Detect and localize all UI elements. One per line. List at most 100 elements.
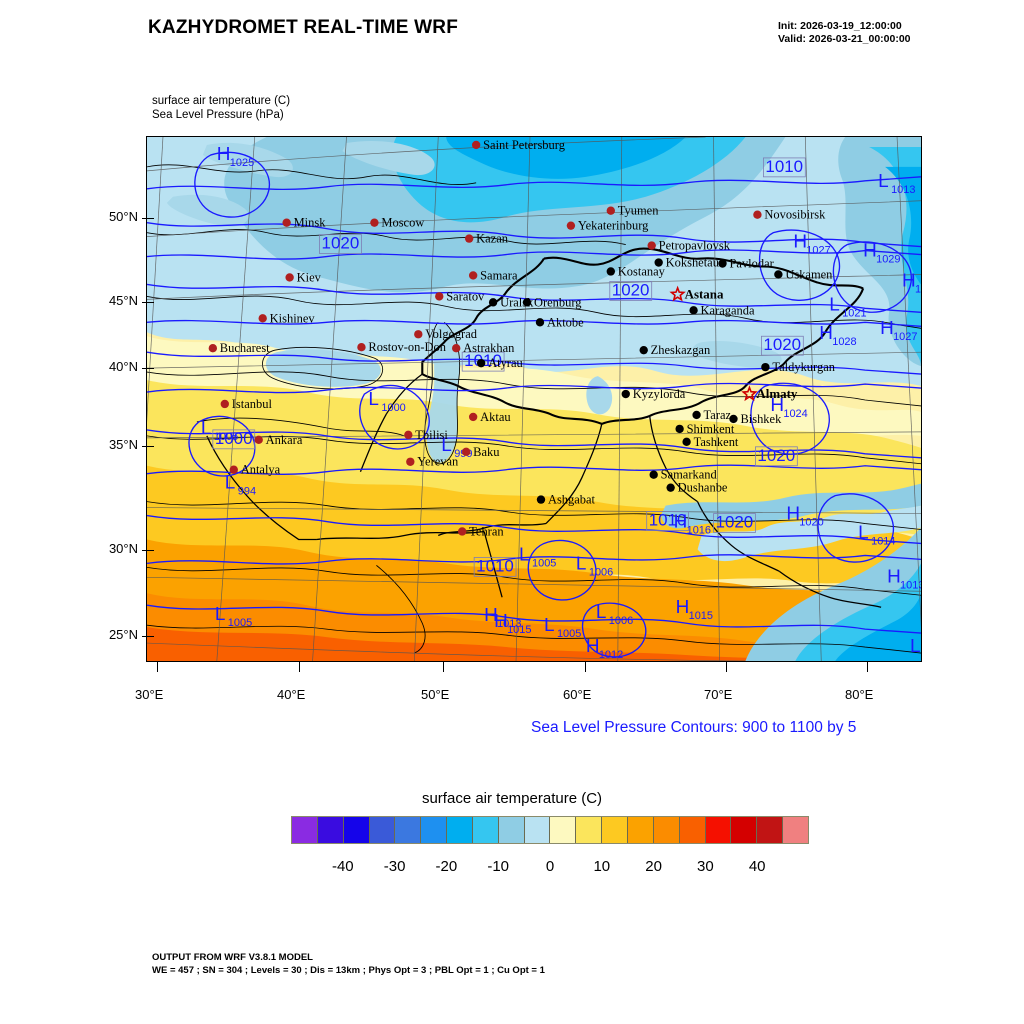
city-marker[interactable]: Novosibirsk [753, 208, 826, 222]
city-dot [753, 210, 762, 219]
city-label: Tashkent [694, 435, 739, 449]
pressure-center-value: 1006 [609, 615, 633, 627]
city-label: Istanbul [232, 397, 273, 411]
isobar-value: 1020 [322, 234, 360, 253]
city-marker[interactable]: Aktobe [535, 315, 584, 329]
capital-star-icon [741, 385, 758, 402]
city-marker[interactable]: Pavlodar [718, 257, 775, 271]
colorbar-swatch [421, 817, 448, 843]
city-marker[interactable]: Istanbul [220, 397, 273, 411]
city-label: Astrakhan [463, 341, 515, 355]
city-label: Kyzylorda [633, 387, 686, 401]
city-marker[interactable]: Baku [461, 445, 500, 459]
city-marker[interactable]: Karaganda [689, 303, 755, 317]
city-marker[interactable]: Moscow [370, 216, 424, 230]
city-dot [404, 430, 413, 440]
city-marker[interactable]: Antalya [229, 463, 281, 477]
city-marker[interactable]: Atyrau [476, 356, 524, 370]
isobar-value: 1020 [757, 446, 795, 465]
pressure-center-value: 1020 [799, 517, 823, 529]
city-marker[interactable]: Rostov-on-Don [357, 340, 447, 354]
pressure-center-letter: L [910, 636, 921, 657]
city-dot [621, 389, 630, 399]
city-marker[interactable]: Bucharest [208, 341, 271, 355]
city-dot [606, 267, 615, 276]
city-dot [464, 234, 474, 243]
forecast-map[interactable]: 1010102010201020101010001020101010201010… [146, 136, 922, 662]
pressure-center-letter: H [887, 566, 901, 587]
city-marker[interactable]: Saint Petersburg [471, 138, 565, 152]
city-marker[interactable]: Minsk [282, 216, 326, 230]
city-marker[interactable]: Ankara [254, 433, 303, 447]
city-dot [488, 298, 498, 307]
city-dot [761, 362, 770, 372]
colorbar-tick-label: -10 [487, 858, 510, 875]
city-marker[interactable]: Orenburg [522, 295, 582, 309]
city-marker[interactable]: Kishinev [258, 311, 316, 325]
city-marker[interactable]: Zheskazgan [639, 343, 711, 357]
city-label: Tbilisi [415, 428, 448, 442]
city-marker[interactable]: Tbilisi [404, 428, 448, 442]
isobar-value: 1020 [763, 335, 801, 354]
city-marker[interactable]: Samara [468, 268, 518, 282]
city-label: Antalya [241, 463, 281, 477]
footer-line-1: OUTPUT FROM WRF V3.8.1 MODEL [152, 952, 313, 963]
isobar-label: 1020 [319, 234, 362, 254]
city-marker[interactable]: Tashkent [682, 435, 739, 449]
city-marker[interactable]: Astana [669, 285, 724, 302]
city-label: Aktobe [547, 315, 584, 329]
city-label: Yerevan [417, 455, 459, 469]
isobar-value: 1020 [716, 513, 754, 532]
pressure-center-value: 1016 [687, 524, 711, 536]
city-label: Saratov [446, 289, 485, 303]
pressure-center-letter: H [819, 323, 833, 344]
city-dot [522, 298, 532, 307]
colorbar-swatch [472, 817, 499, 843]
city-marker[interactable]: Petropavlovsk [647, 239, 731, 253]
latitude-tick-mark [142, 218, 154, 220]
city-marker[interactable]: Ashgabat [536, 493, 596, 507]
pressure-high-marker: H 1028 [819, 323, 856, 348]
city-marker[interactable]: Kostanay [606, 264, 666, 278]
city-marker[interactable]: Tyumen [606, 204, 660, 218]
city-marker[interactable]: Aktau [468, 410, 511, 424]
city-marker[interactable]: Kiev [285, 270, 322, 284]
pressure-high-marker: H 1029 [863, 241, 900, 266]
pressure-center-letter: L [441, 435, 452, 456]
city-dot [357, 343, 366, 352]
city-marker[interactable]: Saratov [435, 289, 485, 303]
city-dot [220, 399, 229, 409]
city-marker[interactable]: Almaty [741, 385, 798, 402]
city-dot [774, 270, 783, 279]
city-marker[interactable]: Uskamen [774, 267, 833, 281]
city-label: Bucharest [220, 341, 270, 355]
city-marker[interactable]: Kazan [464, 232, 509, 246]
city-label: Atyrau [488, 356, 523, 370]
city-marker[interactable]: Tehran [457, 524, 504, 538]
pressure-high-marker: H 1025 [217, 144, 254, 169]
city-marker[interactable]: Volgograd [414, 327, 478, 341]
city-marker[interactable]: Kokshetau [654, 256, 720, 270]
latitude-tick-mark [142, 550, 154, 552]
city-marker[interactable]: Yekaterinburg [566, 219, 649, 233]
pressure-center-value: 1005 [214, 431, 238, 443]
city-dot [282, 218, 291, 227]
city-label: Kazan [476, 232, 509, 246]
colorbar-swatch [369, 817, 396, 843]
city-marker[interactable]: Samarkand [649, 468, 718, 482]
city-marker[interactable]: Taraz [692, 408, 732, 422]
pressure-center-value: 1028 [832, 336, 856, 348]
map-canvas: 1010102010201020101010001020101010201010… [147, 137, 921, 661]
colorbar[interactable] [291, 816, 809, 844]
city-marker[interactable]: Dushanbe [666, 481, 728, 495]
city-marker[interactable]: Shimkent [675, 422, 735, 436]
city-marker[interactable]: Yerevan [406, 455, 459, 469]
colorbar-tick-label: -30 [383, 858, 406, 875]
city-marker[interactable]: Astrakhan [452, 341, 515, 355]
city-marker[interactable]: Kyzylorda [621, 387, 686, 401]
pressure-center-letter: L [519, 544, 530, 565]
city-marker[interactable]: Bishkek [729, 412, 782, 426]
pressure-low-marker: L 1005 [519, 544, 556, 569]
city-marker[interactable]: Taldykurgan [761, 360, 836, 374]
